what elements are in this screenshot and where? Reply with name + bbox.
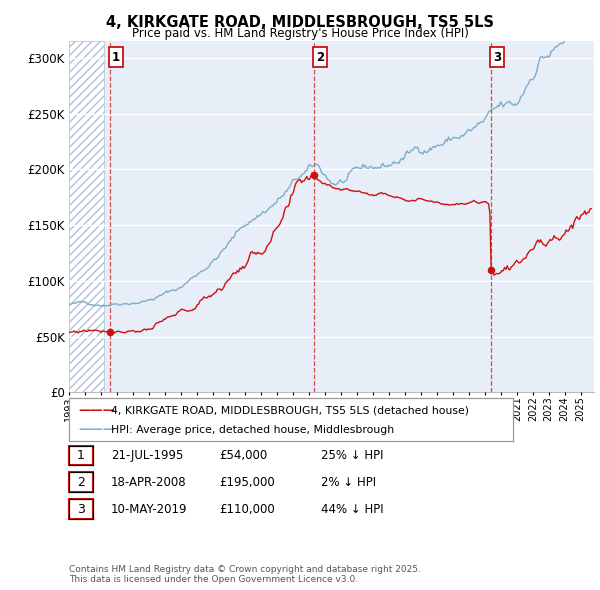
Text: 44% ↓ HPI: 44% ↓ HPI: [321, 503, 383, 516]
Text: £110,000: £110,000: [219, 503, 275, 516]
Text: 1: 1: [112, 51, 120, 64]
Text: 1: 1: [77, 449, 85, 462]
Text: 18-APR-2008: 18-APR-2008: [111, 476, 187, 489]
Text: 2% ↓ HPI: 2% ↓ HPI: [321, 476, 376, 489]
Text: 3: 3: [77, 503, 85, 516]
Bar: [69, 41, 104, 392]
Text: HPI: Average price, detached house, Middlesbrough: HPI: Average price, detached house, Midd…: [111, 425, 394, 435]
Text: 2: 2: [77, 476, 85, 489]
Text: 21-JUL-1995: 21-JUL-1995: [111, 449, 184, 462]
Text: £54,000: £54,000: [219, 449, 267, 462]
Text: 10-MAY-2019: 10-MAY-2019: [111, 503, 187, 516]
Text: ———: ———: [78, 423, 115, 436]
Text: ———: ———: [78, 404, 115, 417]
Text: 3: 3: [493, 51, 501, 64]
Text: 25% ↓ HPI: 25% ↓ HPI: [321, 449, 383, 462]
Text: 4, KIRKGATE ROAD, MIDDLESBROUGH, TS5 5LS: 4, KIRKGATE ROAD, MIDDLESBROUGH, TS5 5LS: [106, 15, 494, 30]
Text: 4, KIRKGATE ROAD, MIDDLESBROUGH, TS5 5LS (detached house): 4, KIRKGATE ROAD, MIDDLESBROUGH, TS5 5LS…: [111, 405, 469, 415]
Text: 2: 2: [316, 51, 324, 64]
Text: Contains HM Land Registry data © Crown copyright and database right 2025.
This d: Contains HM Land Registry data © Crown c…: [69, 565, 421, 584]
Text: £195,000: £195,000: [219, 476, 275, 489]
Text: Price paid vs. HM Land Registry's House Price Index (HPI): Price paid vs. HM Land Registry's House …: [131, 27, 469, 40]
